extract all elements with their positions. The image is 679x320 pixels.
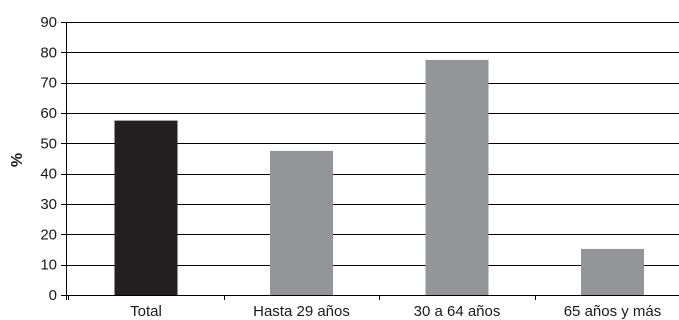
bar-3 bbox=[581, 248, 644, 295]
category-label-1: Hasta 29 años bbox=[253, 303, 350, 320]
y-axis-label: % bbox=[9, 153, 26, 167]
x-category-labels: Total Hasta 29 años 30 a 64 años 65 años y … bbox=[130, 303, 661, 320]
y-tick-labels: 0 10 20 30 40 50 60 70 80 90 bbox=[40, 14, 57, 304]
y-tick-label-40: 40 bbox=[40, 166, 57, 183]
y-tick-label-10: 10 bbox=[40, 257, 57, 274]
y-tick-label-60: 60 bbox=[40, 105, 57, 122]
axes bbox=[61, 22, 679, 300]
y-tick-label-30: 30 bbox=[40, 196, 57, 213]
y-tick-label-0: 0 bbox=[49, 287, 57, 304]
bars bbox=[114, 59, 644, 296]
category-label-0: Total bbox=[130, 303, 162, 320]
bar-1 bbox=[270, 150, 333, 295]
bar-2 bbox=[425, 59, 489, 296]
y-tick-label-50: 50 bbox=[40, 135, 57, 152]
category-label-2: 30 a 64 años bbox=[414, 303, 501, 320]
y-tick-label-70: 70 bbox=[40, 75, 57, 92]
y-tick-label-90: 90 bbox=[40, 14, 57, 31]
bar-0 bbox=[114, 120, 178, 295]
y-tick-label-80: 80 bbox=[40, 44, 57, 61]
y-tick-label-20: 20 bbox=[40, 226, 57, 243]
category-label-3: 65 años y más bbox=[564, 303, 662, 320]
